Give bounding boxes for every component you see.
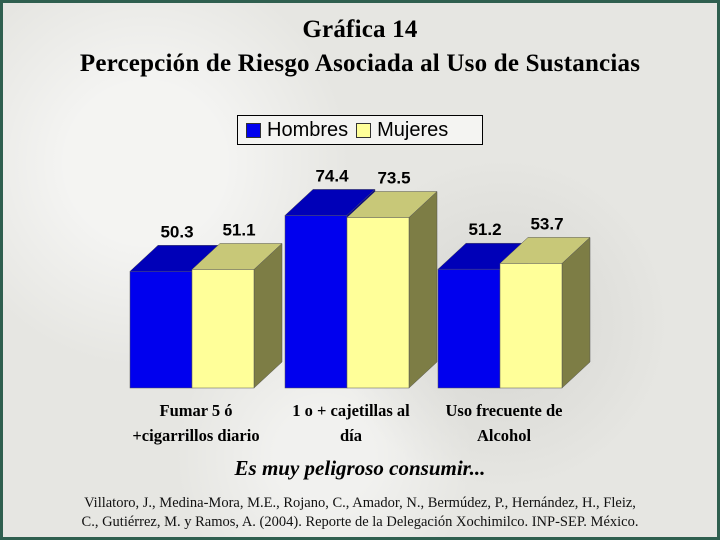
- legend: Hombres Mujeres: [237, 115, 483, 145]
- source-citation: Villatoro, J., Medina-Mora, M.E., Rojano…: [30, 494, 690, 532]
- bar-mujeres-1: [346, 217, 410, 389]
- category-label-0-0: Fumar 5 ó: [159, 401, 232, 420]
- chart-note: Es muy peligroso consumir...: [234, 456, 486, 480]
- legend-swatch-hombres: [246, 122, 261, 138]
- legend-label-mujeres: Mujeres: [377, 118, 449, 141]
- legend-swatch-mujeres: [356, 122, 372, 138]
- data-label-mujeres-2: 53.7: [530, 214, 563, 233]
- legend-label-hombres: Hombres: [267, 118, 349, 141]
- source-line-1: Villatoro, J., Medina-Mora, M.E., Rojano…: [84, 495, 636, 511]
- data-label-mujeres-0: 51.1: [222, 220, 255, 239]
- data-label-hombres-2: 51.2: [468, 220, 501, 239]
- category-label-1-0: 1 o + cajetillas al: [292, 401, 410, 420]
- category-label-0-1: +cigarrillos diario: [132, 426, 259, 445]
- bar-hombres-2: [437, 268, 501, 389]
- category-label-2-1: Alcohol: [477, 426, 532, 445]
- source-line-2: C., Gutiérrez, M. y Ramos, A. (2004). Re…: [81, 514, 639, 530]
- legend-item-mujeres: Mujeres: [356, 119, 448, 142]
- category-label-1-1: día: [340, 426, 362, 445]
- chart-subtitle: Percepción de Riesgo Asociada al Uso de …: [79, 50, 641, 77]
- bar-mujeres-1-side: [408, 190, 438, 389]
- data-label-hombres-0: 50.3: [160, 222, 193, 241]
- data-label-hombres-1: 74.4: [315, 166, 349, 185]
- bar-hombres-0: [129, 271, 193, 389]
- bar-mujeres-2-side: [561, 236, 591, 389]
- bar-mujeres-2: [499, 263, 563, 389]
- bar-hombres-1: [284, 215, 348, 389]
- chart-title: Gráfica 14: [302, 16, 418, 43]
- bar-mujeres-0: [191, 269, 255, 389]
- data-label-mujeres-1: 73.5: [377, 168, 410, 187]
- legend-item-hombres: Hombres: [246, 119, 348, 142]
- category-label-2-0: Uso frecuente de: [446, 401, 563, 420]
